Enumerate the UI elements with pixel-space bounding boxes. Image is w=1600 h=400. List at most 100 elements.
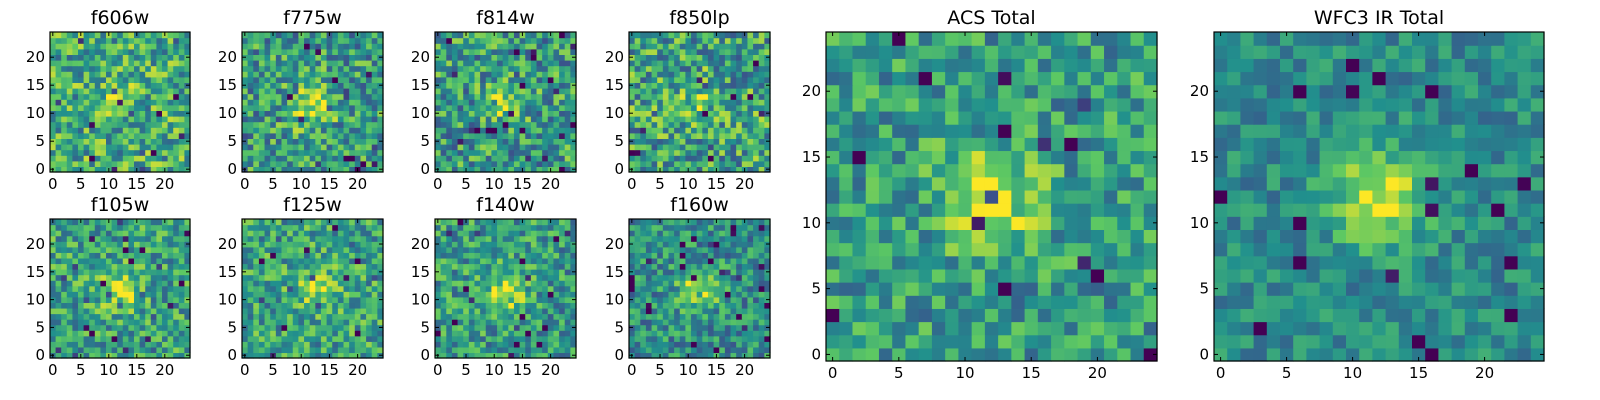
heatmap-cell [480,241,487,248]
heatmap-cell [349,280,356,287]
heatmap-cell [247,121,254,128]
heatmap-cell [508,37,515,44]
heatmap-cell [343,121,350,128]
heatmap-cell [451,82,459,89]
heatmap-cell [72,155,79,162]
heatmap-cell [651,160,658,167]
heatmap-cell [326,99,333,106]
heatmap-cell [730,319,737,326]
heatmap-cell [741,155,749,162]
heatmap-cell [570,341,577,348]
heatmap-cell [117,71,124,78]
heatmap-cell [253,319,260,326]
heatmap-cell [292,127,299,134]
heatmap-cell [480,43,487,50]
heatmap-cell [117,296,124,303]
heatmap-cell [139,104,146,111]
heatmap-cell [668,160,675,167]
heatmap-cell [446,127,453,134]
heatmap-cell [713,307,720,315]
heatmap-cell [94,37,101,44]
heatmap-cell [719,138,726,145]
heatmap-cell [94,352,101,359]
heatmap-cell [377,155,384,162]
heatmap-cell [645,335,653,342]
heatmap-cell [128,88,135,95]
heatmap-cell [702,82,709,89]
heatmap-cell [736,76,743,83]
heatmap-cell [519,252,526,259]
heatmap-cell [128,71,135,78]
heatmap-cell [457,341,464,348]
heatmap-cell [525,99,532,106]
heatmap-cell [61,48,68,55]
heatmap-cell [485,296,492,303]
heatmap-cell [162,82,169,89]
heatmap-cell [72,32,79,39]
heatmap-cell [645,116,653,123]
heatmap-cell [128,346,135,354]
heatmap-cell [764,341,771,348]
heatmap-cell [264,32,271,39]
heatmap-cell [270,99,277,106]
heatmap-cell [247,285,254,292]
heatmap-cell [713,274,720,281]
heatmap-cell [320,330,328,337]
heatmap-cell [253,116,260,123]
heatmap-cell [287,302,294,309]
heatmap-cell [156,48,163,55]
heatmap-cell [298,82,305,89]
heatmap-cell [570,132,577,139]
heatmap-cell [508,110,515,117]
heatmap-cell [343,219,350,226]
heatmap-cell [89,160,96,167]
heatmap-cell [679,280,686,287]
heatmap-cell [320,296,328,303]
heatmap-cell [50,335,57,342]
heatmap-cell [150,144,157,151]
heatmap-cell [287,48,294,55]
heatmap-cell [150,341,157,348]
heatmap-cell [326,37,333,44]
heatmap-cell [150,60,157,67]
heatmap-cell [668,127,675,134]
heatmap-cell [349,319,356,326]
heatmap-cell [497,48,504,55]
heatmap-cell [530,324,538,331]
heatmap-cell [559,330,566,337]
heatmap-cell [122,280,129,287]
heatmap-cell [134,65,141,72]
heatmap-cell [758,335,765,342]
heatmap-cell [440,224,447,231]
heatmap-cell [547,280,555,287]
heatmap-cell [55,319,62,326]
heatmap-cell [564,291,571,298]
heatmap-cell [134,110,141,117]
heatmap-cell [508,230,515,237]
heatmap-cell [343,32,350,39]
heatmap-cell [371,127,378,134]
heatmap-cell [66,82,73,89]
heatmap-cell [270,252,277,259]
heatmap-cell [747,280,754,287]
heatmap-cell [258,116,266,123]
heatmap-cell [264,144,271,151]
heatmap-cell [713,71,720,78]
heatmap-cell [247,257,254,265]
heatmap-cell [536,219,543,226]
heatmap-cell [89,235,96,242]
heatmap-cell [106,224,113,231]
heatmap-cell [502,76,509,83]
heatmap-cell [435,319,442,326]
heatmap-cell [553,144,560,151]
heatmap-cell [480,252,487,259]
heatmap-cell [156,230,163,237]
heatmap-cell [78,116,85,123]
heatmap-cell [258,313,266,320]
heatmap-cell [530,274,538,281]
heatmap-cell [668,280,675,287]
heatmap-cell [685,149,692,156]
heatmap-cell [332,302,339,309]
heatmap-cell [559,335,566,342]
heatmap-cell [741,330,749,337]
